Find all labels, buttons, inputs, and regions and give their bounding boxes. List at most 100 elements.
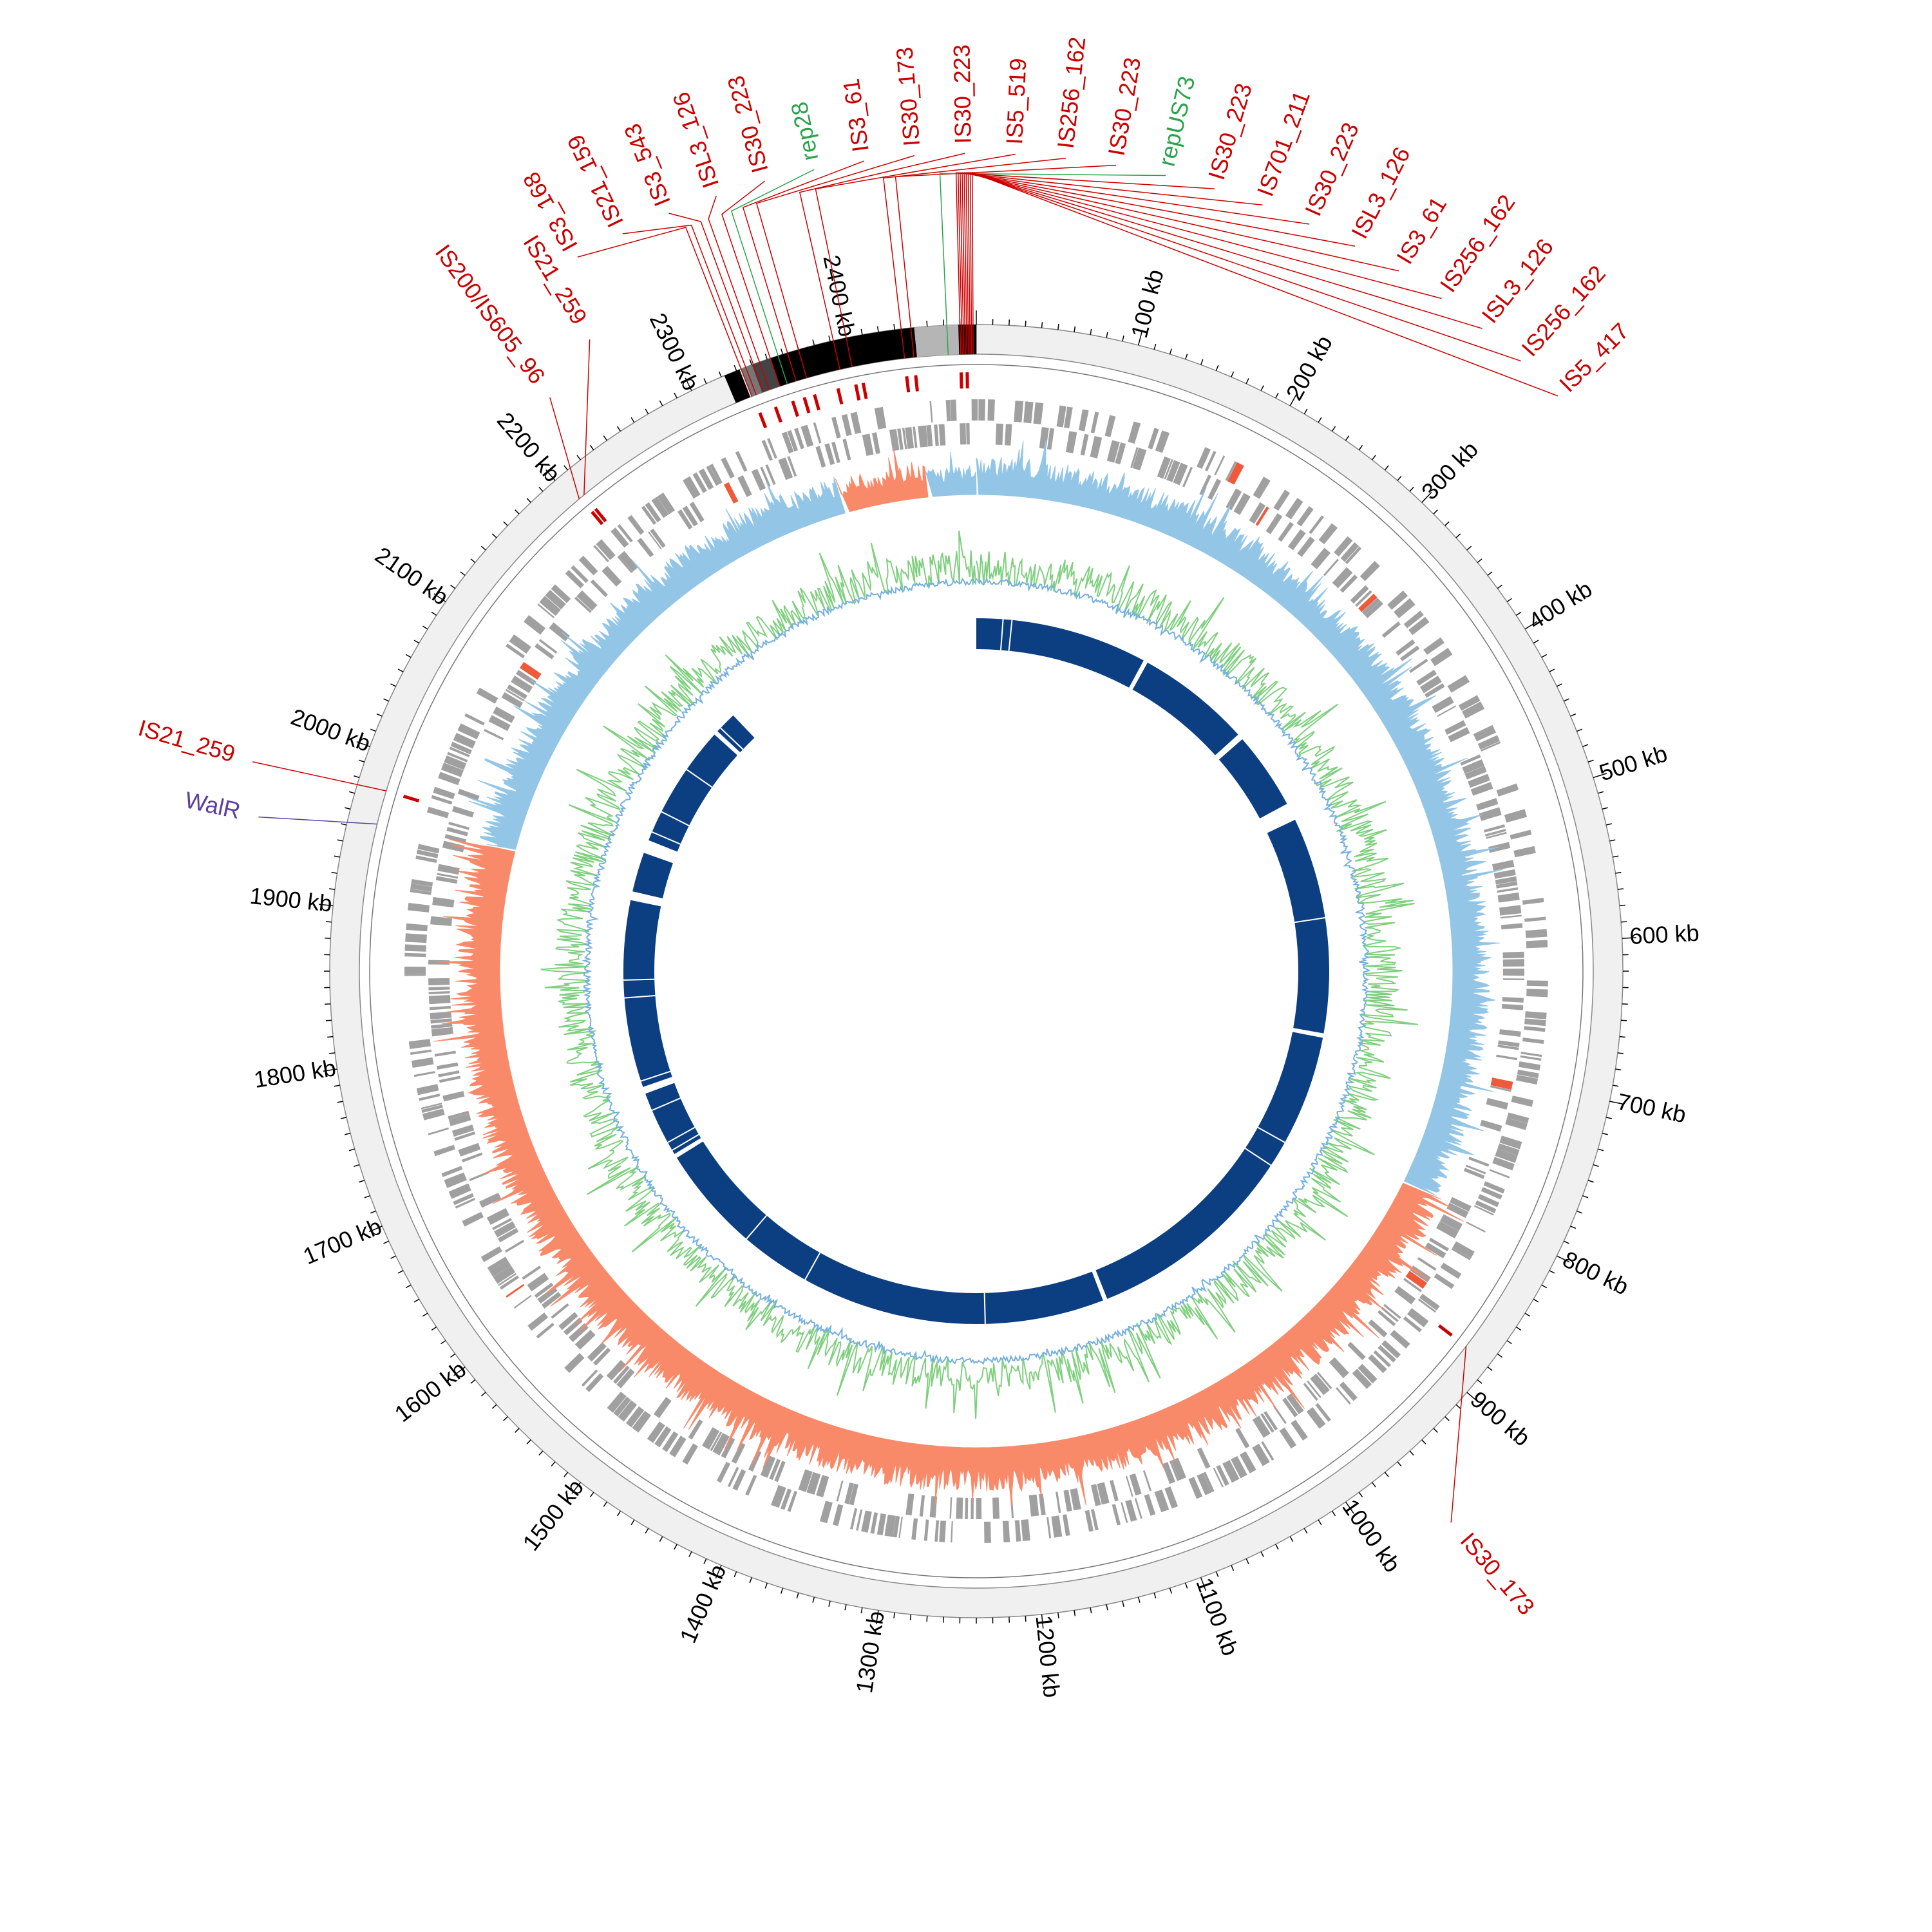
cds-segment (978, 399, 985, 421)
cds-segment (1511, 1095, 1534, 1107)
cds-segment (1416, 669, 1437, 686)
cds-ring (404, 399, 1548, 1543)
minor-tick (812, 1596, 815, 1603)
cds-segment (625, 1406, 645, 1428)
cds-segment (1279, 1427, 1297, 1449)
minor-tick (515, 1428, 520, 1433)
minor-tick (1331, 426, 1336, 432)
cds-segment (1444, 720, 1466, 735)
cds-segment (618, 1400, 638, 1422)
cds-segment (410, 883, 433, 892)
cds-segment (444, 755, 467, 770)
cds-segment (527, 1273, 549, 1292)
is-mark (914, 375, 919, 392)
cds-segment (1014, 1520, 1021, 1542)
cds-segment (1199, 475, 1211, 496)
minor-tick (1563, 698, 1569, 702)
cds-segment (934, 1520, 940, 1542)
cds-segment (1526, 980, 1548, 987)
feature-label: IS30_223 (1103, 55, 1146, 158)
cds-segment (637, 538, 654, 558)
cds-segment (1106, 440, 1120, 463)
cds-segment (765, 464, 776, 486)
minor-tick (1609, 839, 1616, 842)
minor-tick (405, 654, 412, 658)
cds-segment (1463, 1168, 1485, 1179)
cds-segment (592, 1347, 611, 1366)
cds-segment (1166, 460, 1180, 482)
gc-content-negative (581, 577, 1371, 1365)
cds-segment (1335, 1387, 1351, 1405)
minor-tick (1090, 1607, 1092, 1614)
is-element-marks (402, 372, 1453, 1337)
cds-segment (1481, 1187, 1502, 1200)
minor-tick (1613, 1084, 1619, 1087)
feature-leader (799, 153, 965, 370)
cds-segment (1286, 1393, 1304, 1415)
minor-tick (397, 1270, 404, 1274)
major-tick (875, 1610, 879, 1625)
feature-label: IS30_223 (722, 73, 773, 176)
minor-tick (1057, 324, 1059, 330)
cds-segment (1437, 705, 1457, 717)
feature-label: IS30_223 (1203, 80, 1257, 182)
cds-segment (524, 614, 546, 635)
minor-tick (341, 1117, 347, 1119)
cds-segment (454, 1132, 476, 1141)
cds-segment (1477, 735, 1500, 750)
cds-segment (607, 1391, 627, 1413)
is-mark (594, 507, 607, 523)
cds-segment (987, 399, 995, 421)
cds-segment (966, 423, 970, 445)
cds-segment (415, 855, 437, 863)
cds-segment (1450, 1197, 1472, 1212)
cds-segment (493, 1265, 516, 1284)
minor-tick (893, 324, 895, 330)
cds-segment (1403, 611, 1424, 629)
cds-segment (831, 417, 841, 439)
cds-segment (1470, 782, 1493, 796)
minor-tick (1433, 509, 1438, 515)
cds-segment (1132, 448, 1147, 471)
cds-segment (581, 1369, 598, 1387)
minor-tick (1122, 336, 1124, 342)
cds-segment (606, 1359, 626, 1381)
cds-segment (1378, 1310, 1396, 1327)
cds-segment (507, 684, 527, 699)
cds-segment (536, 1322, 554, 1339)
minor-tick (1025, 320, 1027, 327)
cds-segment (417, 844, 440, 854)
blast-gap-line (1257, 1126, 1285, 1143)
blast-gap-line (652, 831, 681, 845)
minor-tick (1605, 823, 1612, 826)
feature-leader (965, 172, 1442, 355)
cds-segment (438, 1070, 460, 1077)
minor-tick (659, 400, 663, 406)
minor-tick (1549, 668, 1555, 672)
cds-segment (1522, 1037, 1544, 1045)
cds-segment (1134, 1498, 1142, 1519)
minor-tick (1549, 1270, 1555, 1274)
cds-segment (913, 426, 918, 448)
feature-leader (961, 172, 1356, 355)
cds-segment (428, 990, 450, 994)
cds-segment (874, 406, 887, 430)
cds-segment (1121, 1502, 1128, 1523)
cds-segment (712, 1432, 730, 1455)
feature-leader (957, 172, 1263, 355)
major-tick (1557, 1255, 1570, 1263)
minor-tick (1570, 713, 1577, 717)
minor-tick (1231, 1565, 1235, 1571)
cds-segment (751, 468, 766, 491)
cds-segment (611, 527, 629, 548)
cds-segment (1350, 585, 1369, 604)
cds-segment (1208, 478, 1222, 500)
feature-label: IS3_61 (838, 77, 874, 154)
minor-tick (1200, 359, 1204, 365)
minor-tick (1074, 1610, 1076, 1616)
cds-segment (1203, 1472, 1215, 1493)
cds-segment (819, 1501, 833, 1524)
blast-segment (1132, 662, 1238, 755)
tick-label: 900 kb (1465, 1386, 1535, 1452)
gc-skew-ring (433, 440, 1503, 1508)
